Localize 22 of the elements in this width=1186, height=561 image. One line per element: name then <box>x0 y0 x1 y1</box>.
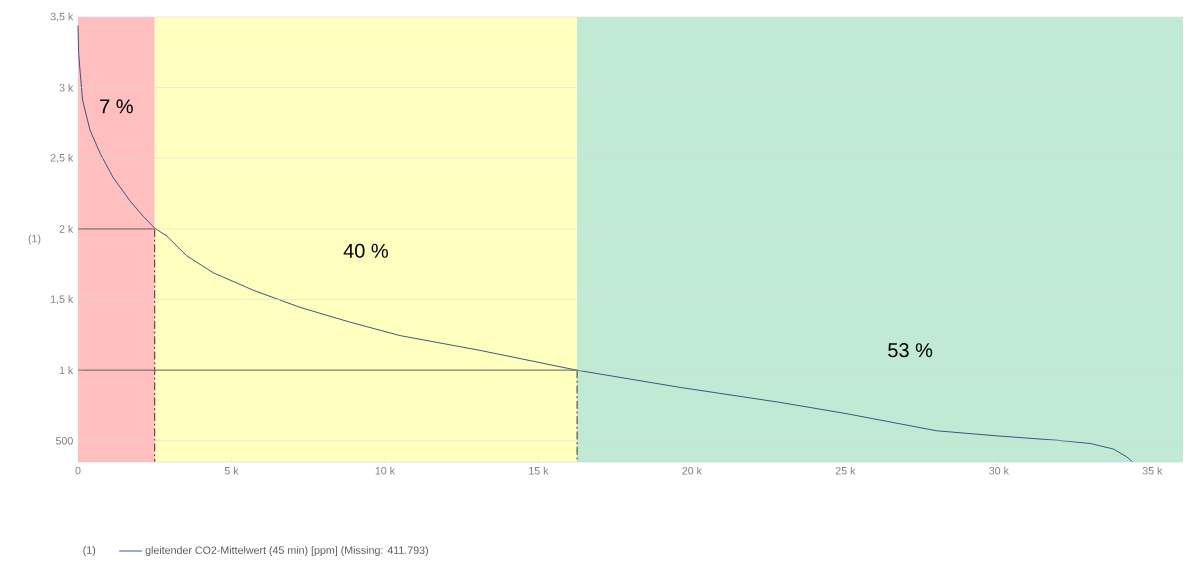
legend-title: (1) <box>83 546 96 556</box>
x-tick-label: 25 k <box>835 466 856 475</box>
x-tick-label: 5 k <box>224 466 239 475</box>
y-axis-title: (1) <box>28 234 41 245</box>
x-tick-label: 0 <box>75 466 81 475</box>
y-tick-label: 3 k <box>59 83 74 92</box>
y-tick-label: 1 k <box>59 366 74 375</box>
band-label: 40 % <box>343 243 388 258</box>
x-tick-label: 20 k <box>682 466 702 475</box>
line-series <box>77 25 1134 463</box>
y-tick-label: 2 k <box>59 225 74 233</box>
legend-label: gleitender CO2-Mittelwert (45 min) [ppm] (Missing: 411.793) <box>145 546 428 557</box>
x-tick-label: 35 k <box>1142 466 1163 475</box>
x-tick-label: 10 k <box>375 466 396 475</box>
x-tick-label: 15 k <box>529 466 549 475</box>
x-tick-label: 30 k <box>989 466 1009 475</box>
y-tick-label: 2,5 k <box>50 153 74 163</box>
band-label: 53 % <box>888 343 933 358</box>
y-tick-label: 3,5 k <box>50 12 74 22</box>
y-tick-label: 1,5 k <box>50 294 74 305</box>
band-label: 7 % <box>100 99 133 114</box>
y-tick-label: 500 <box>55 437 73 445</box>
